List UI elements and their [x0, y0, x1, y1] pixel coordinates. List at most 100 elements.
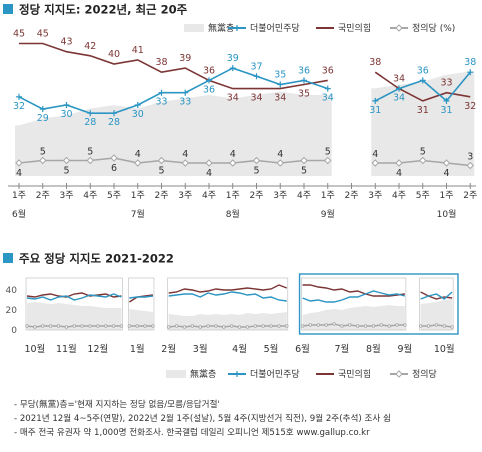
- jeongui-point: [127, 324, 132, 328]
- minjoo-value-label: 36: [298, 65, 310, 76]
- gukmin-line: [374, 71, 471, 102]
- jeongui-value-label: 6: [111, 163, 117, 174]
- jeongui-point: [64, 325, 69, 329]
- x-month-label: 10월: [24, 343, 45, 355]
- jeongui-point: [419, 156, 427, 165]
- jeongui-value-label: 4: [206, 168, 212, 179]
- gukmin-value-label: 43: [60, 37, 72, 48]
- x-tick-label: 3주: [368, 190, 382, 201]
- gukmin-value-label: 34: [227, 93, 239, 104]
- jeongui-point: [62, 156, 71, 165]
- minjoo-value-label: 32: [13, 101, 25, 112]
- x-month-label: 6월: [295, 343, 310, 355]
- x-month-label: 4월: [232, 343, 247, 355]
- segment-frame: [128, 277, 155, 331]
- x-month-label: 12월: [87, 343, 108, 355]
- jeongui-point: [277, 324, 281, 328]
- jeongui-point: [442, 324, 446, 328]
- jeongui-point: [190, 324, 195, 328]
- footnote: - 매주 전국 유권자 약 1,000명 전화조사. 한국갤럽 데일리 오피니언…: [14, 428, 370, 438]
- gukmin-line: [302, 284, 405, 297]
- minjoo-value-label: 36: [417, 65, 429, 76]
- legend-label-minjoo: 더불어민주당: [250, 23, 300, 34]
- gukmin-value-label: 36: [203, 65, 215, 76]
- minjoo-point: [253, 73, 260, 80]
- gukmin-value-label: 34: [250, 93, 262, 104]
- x-tick-label: 1주: [321, 190, 335, 201]
- jeongui-point: [222, 325, 226, 329]
- minjoo-point: [16, 93, 22, 100]
- minjoo-point: [443, 97, 450, 104]
- legend-label-jeongui: 정의당: [412, 369, 437, 380]
- minjoo-point: [63, 102, 70, 108]
- jeongui-point: [442, 159, 451, 167]
- jeongui-point: [252, 156, 261, 165]
- legend-label-gukmin: 국민의힘: [338, 23, 371, 34]
- minjoo-line: [302, 290, 406, 303]
- x-tick-label: 2주: [249, 190, 263, 201]
- jeongui-point: [205, 159, 213, 167]
- jeongui-point: [332, 322, 336, 326]
- jeongui-point: [48, 324, 53, 328]
- jeongui-value-label: 5: [253, 166, 259, 177]
- x-tick-label: 3주: [178, 190, 192, 201]
- minjoo-value-label: 29: [37, 113, 49, 124]
- minjoo-line: [420, 291, 453, 300]
- x-month-label: 7월: [131, 208, 145, 220]
- gukmin-line: [26, 292, 122, 298]
- x-tick-label: 1주: [439, 190, 453, 201]
- jeongui-point: [86, 156, 94, 165]
- noparty-area: [129, 309, 153, 330]
- jeongui-value-label: 4: [182, 149, 188, 160]
- jeongui-point: [134, 159, 142, 167]
- jeongui-point: [355, 324, 360, 328]
- jeongui-point: [56, 324, 61, 328]
- y-tick-label: 40: [6, 286, 18, 296]
- jeongui-value-label: 5: [87, 147, 93, 158]
- gukmin-value-label: 39: [179, 53, 191, 64]
- jeongui-line: [18, 157, 328, 164]
- jeongui-point: [316, 323, 320, 327]
- jeongui-value-label: 5: [325, 147, 331, 158]
- legend-label-gukmin: 국민의힘: [338, 369, 371, 380]
- legend-label-noparty: 無黨층: [208, 22, 234, 34]
- recent-20-weeks-chart: 정당 지지도: 2022년, 최근 20주 無黨층 더불어민주당 국민의힘 정의당 (…: [3, 3, 477, 220]
- jeongui-point: [80, 324, 84, 328]
- chart-title: 주요 정당 지지도 2021-2022: [19, 252, 174, 266]
- gukmin-value-label: 33: [440, 78, 452, 89]
- y-tick-label: 20: [6, 306, 18, 316]
- jeongui-point: [269, 324, 273, 328]
- minjoo-point: [419, 77, 426, 84]
- minjoo-point: [87, 110, 94, 117]
- chart-plot: 40 20 0 10월 11월 12월 1월 2월 3월 4월 5월 6월 7월 8월 9월 10월: [6, 273, 459, 355]
- x-month-label: 9월: [397, 343, 412, 355]
- minjoo-value-label: 30: [132, 109, 144, 120]
- gukmin-value-label: 34: [274, 93, 286, 104]
- footnote: - 2021년 12월 4~5주(연말), 2022년 2월 1주(설날), 5…: [14, 414, 391, 424]
- jeongui-point: [41, 324, 45, 328]
- highlight-box: [298, 273, 459, 335]
- jeongui-value-label: 4: [135, 149, 141, 160]
- gukmin-value-label: 32: [464, 101, 476, 112]
- jeongui-value-label: 5: [158, 166, 164, 177]
- minjoo-line: [129, 295, 154, 299]
- jeongui-point: [96, 324, 100, 328]
- x-tick-label: 2주: [463, 190, 477, 201]
- chart-2021-2022: 주요 정당 지지도 2021-2022 40 20 0 10월 11월 12월 1월 2월 3월…: [3, 252, 459, 380]
- jeongui-point: [300, 324, 305, 328]
- x-month-label: 9월: [321, 208, 335, 220]
- minjoo-value-label: 34: [393, 93, 405, 104]
- jeongui-point: [111, 324, 116, 328]
- x-tick-label: 2주: [154, 190, 168, 201]
- gukmin-value-label: 34: [393, 74, 405, 85]
- jeongui-point: [324, 156, 332, 165]
- chart-legend: 無黨층 더불어민주당 국민의힘 정의당 (%): [184, 22, 455, 34]
- minjoo-value-label: 36: [203, 84, 215, 95]
- jeongui-point: [104, 324, 108, 328]
- noparty-area: [302, 305, 405, 330]
- jeongui-point: [229, 324, 234, 328]
- minjoo-value-label: 33: [155, 97, 167, 108]
- x-tick-label: 1주: [12, 190, 26, 201]
- gukmin-line: [19, 42, 328, 90]
